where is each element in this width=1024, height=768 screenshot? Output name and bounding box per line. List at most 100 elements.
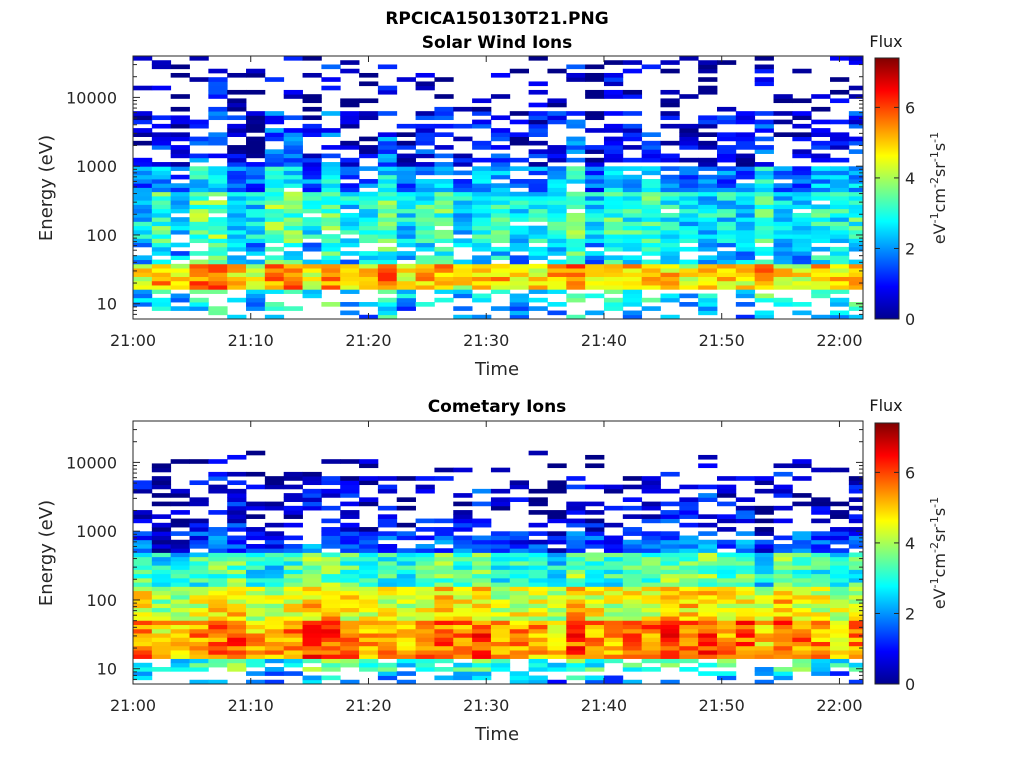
spectrogram-cell xyxy=(133,637,153,642)
spectrogram-cell xyxy=(151,667,172,672)
spectrogram-cell xyxy=(434,616,454,621)
x-tick-label: 21:50 xyxy=(699,331,745,350)
spectrogram-cell xyxy=(189,590,209,596)
spectrogram-cell xyxy=(415,81,435,87)
spectrogram-cell xyxy=(434,162,454,167)
spectrogram-cell xyxy=(773,616,793,621)
spectrogram-cell xyxy=(359,624,379,630)
spectrogram-cell xyxy=(264,484,285,490)
spectrogram-cell xyxy=(340,242,360,248)
y-tick-label: 1000 xyxy=(76,157,117,176)
spectrogram-cell xyxy=(302,505,322,511)
spectrogram-cell xyxy=(811,140,831,146)
spectrogram-cell xyxy=(509,633,530,638)
spectrogram-cell xyxy=(641,650,661,655)
spectrogram-cell xyxy=(585,204,605,210)
spectrogram-cell xyxy=(321,191,341,197)
spectrogram-cell xyxy=(717,514,737,519)
spectrogram-cell xyxy=(528,225,548,231)
spectrogram-cell xyxy=(359,229,379,235)
spectrogram-cell xyxy=(528,531,548,536)
spectrogram-cell xyxy=(170,552,190,558)
spectrogram-cell xyxy=(377,251,398,256)
spectrogram-cell xyxy=(377,552,398,558)
spectrogram-cell xyxy=(227,667,247,672)
spectrogram-cell xyxy=(679,272,699,277)
spectrogram-cell xyxy=(848,645,863,651)
spectrogram-cell xyxy=(792,200,812,205)
spectrogram-cell xyxy=(547,280,567,286)
spectrogram-cell xyxy=(754,204,774,210)
spectrogram-cell xyxy=(490,552,511,558)
spectrogram-cell xyxy=(773,620,793,626)
spectrogram-cell xyxy=(717,187,737,193)
spectrogram-cell xyxy=(698,297,718,303)
spectrogram-cell xyxy=(717,60,737,65)
spectrogram-cell xyxy=(848,633,863,638)
spectrogram-cell xyxy=(359,111,379,116)
spectrogram-cell xyxy=(359,527,379,532)
spectrogram-cell xyxy=(585,675,605,681)
spectrogram-cell xyxy=(848,603,863,609)
spectrogram-cell xyxy=(151,225,172,231)
spectrogram-cell xyxy=(133,272,153,277)
spectrogram-cell xyxy=(283,637,303,642)
spectrogram-cell xyxy=(773,505,793,511)
spectrogram-cell xyxy=(283,191,303,197)
spectrogram-cell xyxy=(528,179,548,184)
spectrogram-cell xyxy=(453,162,473,167)
spectrogram-cell xyxy=(547,603,567,609)
spectrogram-cell xyxy=(490,289,511,294)
spectrogram-cell xyxy=(453,582,473,587)
spectrogram-cell xyxy=(603,238,624,244)
spectrogram-cell xyxy=(208,217,228,222)
spectrogram-cell xyxy=(340,162,360,167)
spectrogram-cell xyxy=(434,111,454,116)
spectrogram-cell xyxy=(811,594,831,600)
spectrogram-cell xyxy=(415,229,435,235)
spectrogram-cell xyxy=(585,599,605,604)
axes-frame xyxy=(132,55,864,320)
spectrogram-cell xyxy=(490,132,511,137)
spectrogram-cell xyxy=(830,179,850,184)
spectrogram-cell xyxy=(660,569,680,575)
spectrogram-cell xyxy=(490,174,511,180)
colorbar-gradient xyxy=(874,422,900,685)
colorbar-tick-label: 4 xyxy=(905,169,915,188)
spectrogram-cell xyxy=(679,191,699,197)
spectrogram-cell xyxy=(811,620,831,626)
spectrogram-cell xyxy=(321,234,341,239)
spectrogram-cell xyxy=(717,577,737,583)
spectrogram-cell xyxy=(679,577,699,583)
spectrogram-cell xyxy=(566,662,586,668)
spectrogram-cell xyxy=(811,293,831,299)
spectrogram-cell xyxy=(133,234,153,239)
spectrogram-cell xyxy=(848,544,863,549)
spectrogram-cell xyxy=(264,217,285,222)
spectrogram-cell xyxy=(396,255,416,261)
spectrogram-cell xyxy=(735,157,756,163)
spectrogram-cell xyxy=(283,560,303,566)
spectrogram-cell xyxy=(434,297,454,303)
spectrogram-cell xyxy=(528,544,548,549)
spectrogram-cell xyxy=(246,302,266,307)
spectrogram-cell xyxy=(811,217,831,222)
spectrogram-cell xyxy=(359,255,379,261)
spectrogram-cell xyxy=(717,658,737,664)
panel-title: Solar Wind Ions xyxy=(422,33,573,53)
spectrogram-cell xyxy=(603,505,624,511)
spectrogram-cell xyxy=(735,505,756,511)
spectrogram-cell xyxy=(151,637,172,642)
spectrogram-cell xyxy=(603,60,624,65)
spectrogram-cell xyxy=(453,620,473,626)
spectrogram-cell xyxy=(717,590,737,596)
spectrogram-cell xyxy=(830,221,850,227)
spectrogram-cell xyxy=(434,527,454,532)
spectrogram-cell xyxy=(830,297,850,303)
spectrogram-cell xyxy=(792,459,812,464)
spectrogram-cell xyxy=(641,242,661,248)
spectrogram-cell xyxy=(698,268,718,273)
spectrogram-cell xyxy=(528,115,548,121)
spectrogram-cell xyxy=(453,594,473,600)
spectrogram-cell xyxy=(227,145,247,150)
